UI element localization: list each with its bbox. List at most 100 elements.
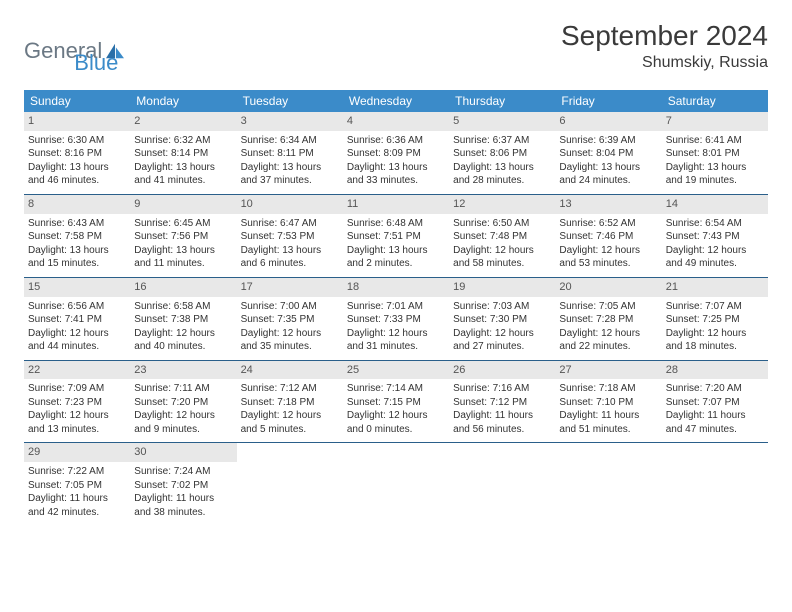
sunrise-line: Sunrise: 6:58 AM bbox=[134, 300, 232, 314]
sunset-line: Sunset: 7:12 PM bbox=[453, 396, 551, 410]
sunrise-line: Sunrise: 7:22 AM bbox=[28, 465, 126, 479]
sunset-line: Sunset: 7:02 PM bbox=[134, 479, 232, 493]
sunrise-line: Sunrise: 6:45 AM bbox=[134, 217, 232, 231]
day-number: 7 bbox=[662, 112, 768, 131]
sunset-line: Sunset: 8:16 PM bbox=[28, 147, 126, 161]
day-cell-6: 6Sunrise: 6:39 AMSunset: 8:04 PMDaylight… bbox=[555, 112, 661, 194]
sunrise-line: Sunrise: 6:50 AM bbox=[453, 217, 551, 231]
sunset-line: Sunset: 7:18 PM bbox=[241, 396, 339, 410]
week-row: 8Sunrise: 6:43 AMSunset: 7:58 PMDaylight… bbox=[24, 195, 768, 278]
day-cell-13: 13Sunrise: 6:52 AMSunset: 7:46 PMDayligh… bbox=[555, 195, 661, 277]
daylight-line: Daylight: 11 hours and 56 minutes. bbox=[453, 409, 551, 436]
sunset-line: Sunset: 7:41 PM bbox=[28, 313, 126, 327]
day-number: 3 bbox=[237, 112, 343, 131]
month-title: September 2024 bbox=[561, 20, 768, 52]
daylight-line: Daylight: 12 hours and 22 minutes. bbox=[559, 327, 657, 354]
sunrise-line: Sunrise: 6:34 AM bbox=[241, 134, 339, 148]
day-number: 17 bbox=[237, 278, 343, 297]
day-number: 22 bbox=[24, 361, 130, 380]
sunset-line: Sunset: 7:33 PM bbox=[347, 313, 445, 327]
day-number: 6 bbox=[555, 112, 661, 131]
daylight-line: Daylight: 12 hours and 13 minutes. bbox=[28, 409, 126, 436]
day-number: 2 bbox=[130, 112, 236, 131]
daylight-line: Daylight: 13 hours and 33 minutes. bbox=[347, 161, 445, 188]
sunset-line: Sunset: 7:58 PM bbox=[28, 230, 126, 244]
day-cell-25: 25Sunrise: 7:14 AMSunset: 7:15 PMDayligh… bbox=[343, 361, 449, 443]
daylight-line: Daylight: 12 hours and 44 minutes. bbox=[28, 327, 126, 354]
day-cell-2: 2Sunrise: 6:32 AMSunset: 8:14 PMDaylight… bbox=[130, 112, 236, 194]
daylight-line: Daylight: 13 hours and 2 minutes. bbox=[347, 244, 445, 271]
weekday-tuesday: Tuesday bbox=[237, 90, 343, 112]
sunrise-line: Sunrise: 7:00 AM bbox=[241, 300, 339, 314]
day-number: 29 bbox=[24, 443, 130, 462]
weekday-friday: Friday bbox=[555, 90, 661, 112]
daylight-line: Daylight: 13 hours and 28 minutes. bbox=[453, 161, 551, 188]
daylight-line: Daylight: 12 hours and 5 minutes. bbox=[241, 409, 339, 436]
sunrise-line: Sunrise: 7:03 AM bbox=[453, 300, 551, 314]
sunrise-line: Sunrise: 6:52 AM bbox=[559, 217, 657, 231]
day-number: 5 bbox=[449, 112, 555, 131]
sunrise-line: Sunrise: 7:11 AM bbox=[134, 382, 232, 396]
day-cell-14: 14Sunrise: 6:54 AMSunset: 7:43 PMDayligh… bbox=[662, 195, 768, 277]
day-number: 8 bbox=[24, 195, 130, 214]
daylight-line: Daylight: 12 hours and 0 minutes. bbox=[347, 409, 445, 436]
sunrise-line: Sunrise: 7:12 AM bbox=[241, 382, 339, 396]
sunset-line: Sunset: 7:07 PM bbox=[666, 396, 764, 410]
day-cell-9: 9Sunrise: 6:45 AMSunset: 7:56 PMDaylight… bbox=[130, 195, 236, 277]
day-number: 19 bbox=[449, 278, 555, 297]
sunset-line: Sunset: 7:25 PM bbox=[666, 313, 764, 327]
day-number: 13 bbox=[555, 195, 661, 214]
day-number: 15 bbox=[24, 278, 130, 297]
sunrise-line: Sunrise: 6:36 AM bbox=[347, 134, 445, 148]
day-cell-4: 4 Sunrise: 6:36 AMSunset: 8:09 PMDaylight… bbox=[343, 112, 449, 194]
day-cell-26: 26Sunrise: 7:16 AMSunset: 7:12 PMDayligh… bbox=[449, 361, 555, 443]
empty-cell bbox=[449, 443, 555, 525]
sunrise-line: Sunrise: 7:09 AM bbox=[28, 382, 126, 396]
sunrise-line: Sunrise: 6:32 AM bbox=[134, 134, 232, 148]
daylight-line: Daylight: 13 hours and 46 minutes. bbox=[28, 161, 126, 188]
sunset-line: Sunset: 7:51 PM bbox=[347, 230, 445, 244]
sunset-line: Sunset: 7:05 PM bbox=[28, 479, 126, 493]
daylight-line: Daylight: 13 hours and 11 minutes. bbox=[134, 244, 232, 271]
sunset-line: Sunset: 8:14 PM bbox=[134, 147, 232, 161]
week-row: 29Sunrise: 7:22 AMSunset: 7:05 PMDayligh… bbox=[24, 443, 768, 525]
sunset-line: Sunset: 7:15 PM bbox=[347, 396, 445, 410]
empty-cell bbox=[237, 443, 343, 525]
daylight-line: Daylight: 11 hours and 38 minutes. bbox=[134, 492, 232, 519]
brand-text-blue: Blue bbox=[74, 50, 118, 76]
daylight-line: Daylight: 13 hours and 19 minutes. bbox=[666, 161, 764, 188]
sunrise-line: Sunrise: 6:43 AM bbox=[28, 217, 126, 231]
title-block: September 2024 Shumskiy, Russia bbox=[561, 20, 768, 72]
daylight-line: Daylight: 12 hours and 18 minutes. bbox=[666, 327, 764, 354]
daylight-line: Daylight: 11 hours and 42 minutes. bbox=[28, 492, 126, 519]
brand-logo: General Blue bbox=[24, 20, 118, 76]
day-number: 21 bbox=[662, 278, 768, 297]
sunset-line: Sunset: 7:10 PM bbox=[559, 396, 657, 410]
day-number: 20 bbox=[555, 278, 661, 297]
day-number: 4 bbox=[343, 112, 449, 131]
sunset-line: Sunset: 7:46 PM bbox=[559, 230, 657, 244]
day-cell-8: 8 Sunrise: 6:43 AMSunset: 7:58 PMDaylight… bbox=[24, 195, 130, 277]
day-number: 30 bbox=[130, 443, 236, 462]
day-cell-17: 17Sunrise: 7:00 AMSunset: 7:35 PMDayligh… bbox=[237, 278, 343, 360]
sunrise-line: Sunrise: 6:54 AM bbox=[666, 217, 764, 231]
page-header: General Blue September 2024 Shumskiy, Ru… bbox=[24, 20, 768, 76]
daylight-line: Daylight: 13 hours and 37 minutes. bbox=[241, 161, 339, 188]
weekday-thursday: Thursday bbox=[449, 90, 555, 112]
day-number: 1 bbox=[24, 112, 130, 131]
day-number: 28 bbox=[662, 361, 768, 380]
daylight-line: Daylight: 12 hours and 40 minutes. bbox=[134, 327, 232, 354]
day-cell-19: 19Sunrise: 7:03 AMSunset: 7:30 PMDayligh… bbox=[449, 278, 555, 360]
sunset-line: Sunset: 8:11 PM bbox=[241, 147, 339, 161]
day-number: 9 bbox=[130, 195, 236, 214]
day-cell-3: 3 Sunrise: 6:34 AMSunset: 8:11 PMDaylight… bbox=[237, 112, 343, 194]
day-number: 16 bbox=[130, 278, 236, 297]
sunset-line: Sunset: 8:09 PM bbox=[347, 147, 445, 161]
weekday-header-row: SundayMondayTuesdayWednesdayThursdayFrid… bbox=[24, 90, 768, 112]
sunrise-line: Sunrise: 6:30 AM bbox=[28, 134, 126, 148]
weeks-container: 1Sunrise: 6:30 AMSunset: 8:16 PMDaylight… bbox=[24, 112, 768, 525]
sunrise-line: Sunrise: 7:07 AM bbox=[666, 300, 764, 314]
daylight-line: Daylight: 13 hours and 15 minutes. bbox=[28, 244, 126, 271]
daylight-line: Daylight: 11 hours and 47 minutes. bbox=[666, 409, 764, 436]
sunrise-line: Sunrise: 6:37 AM bbox=[453, 134, 551, 148]
